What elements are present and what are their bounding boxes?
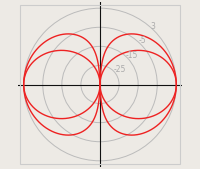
Text: -25: -25 bbox=[114, 65, 126, 74]
Text: -5: -5 bbox=[138, 36, 146, 45]
Text: -15: -15 bbox=[126, 51, 138, 60]
Text: 3: 3 bbox=[151, 21, 155, 31]
